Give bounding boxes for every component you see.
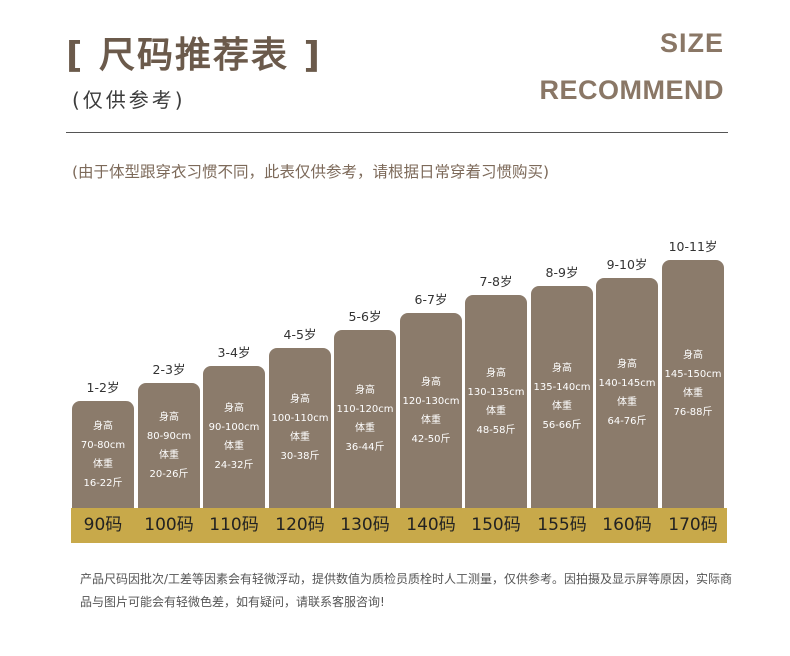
age-label: 3-4岁 xyxy=(217,345,251,360)
size-bar: 身高 135-140cm 体重 56-66斤 xyxy=(531,286,593,508)
bar-height-label: 身高 xyxy=(159,411,179,423)
age-label: 4-5岁 xyxy=(283,327,317,342)
age-label: 10-11岁 xyxy=(668,239,718,254)
bar-weight-label: 体重 xyxy=(159,449,179,461)
bar-weight-label: 体重 xyxy=(355,423,375,434)
page-title-en-recommend: RECOMMEND xyxy=(539,75,724,105)
page-subtitle-cn: (仅供参考) xyxy=(72,88,186,112)
bar-weight-label: 体重 xyxy=(617,397,637,408)
size-label: 150码 xyxy=(471,515,521,535)
age-label: 1-2岁 xyxy=(86,380,120,395)
age-label: 5-6岁 xyxy=(348,309,382,324)
bar-weight-label: 体重 xyxy=(224,441,244,452)
bar-height-value: 135-140cm xyxy=(533,382,591,393)
bar-height-value: 145-150cm xyxy=(664,369,722,380)
bar-height-value: 120-130cm xyxy=(402,395,460,407)
bar-weight-label: 体重 xyxy=(683,388,703,399)
top-note: (由于体型跟穿衣习惯不同，此表仅供参考，请根据日常穿着习惯购买) xyxy=(72,163,550,181)
bar-height-label: 身高 xyxy=(683,350,703,361)
size-bar: 身高 130-135cm 体重 48-58斤 xyxy=(465,295,527,508)
size-label: 100码 xyxy=(144,515,194,535)
page-title-en-size: SIZE xyxy=(659,28,724,58)
size-bar: 身高 100-110cm 体重 30-38斤 xyxy=(269,348,331,508)
header-divider xyxy=(66,132,728,133)
size-label: 110码 xyxy=(209,515,259,535)
size-bar: 身高 70-80cm 体重 16-22斤 xyxy=(72,401,134,508)
age-label: 9-10岁 xyxy=(606,257,648,272)
bar-height-value: 90-100cm xyxy=(208,422,260,433)
size-label: 140码 xyxy=(406,515,456,535)
bar-height-label: 身高 xyxy=(224,403,244,414)
age-label: 2-3岁 xyxy=(152,362,186,377)
bar-height-label: 身高 xyxy=(290,394,310,405)
bar-height-label: 身高 xyxy=(421,376,441,388)
bar-weight-value: 76-88斤 xyxy=(673,407,713,418)
bar-height-value: 130-135cm xyxy=(467,386,525,398)
bar-height-label: 身高 xyxy=(355,385,375,396)
bar-height-label: 身高 xyxy=(552,363,572,374)
size-label: 120码 xyxy=(275,515,325,535)
bar-height-value: 80-90cm xyxy=(146,430,192,442)
bar-weight-value: 56-66斤 xyxy=(542,420,582,431)
age-label: 7-8岁 xyxy=(479,274,513,289)
bottom-note: 产品尺码因批次/工差等因素会有轻微浮动，提供数值为质检员质栓时人工测量，仅供参考… xyxy=(80,572,733,609)
size-label: 130码 xyxy=(340,515,390,535)
bar-weight-value: 36-44斤 xyxy=(345,442,385,453)
size-bar: 身高 110-120cm 体重 36-44斤 xyxy=(334,330,396,508)
bar-weight-value: 20-26斤 xyxy=(149,468,189,480)
size-bar: 身高 80-90cm 体重 20-26斤 xyxy=(138,383,200,508)
size-label: 155码 xyxy=(537,515,587,535)
size-label: 160码 xyxy=(602,515,652,535)
bar-weight-label: 体重 xyxy=(290,432,310,443)
page-title-cn: [ 尺码推荐表 ] xyxy=(66,35,322,76)
bar-height-label: 身高 xyxy=(93,420,113,432)
bar-height-value: 140-145cm xyxy=(598,378,656,389)
bar-weight-value: 30-38斤 xyxy=(280,451,320,462)
bar-weight-value: 42-50斤 xyxy=(411,433,451,445)
bar-height-label: 身高 xyxy=(486,367,506,379)
bar-weight-value: 24-32斤 xyxy=(214,460,254,471)
size-bar: 身高 140-145cm 体重 64-76斤 xyxy=(596,278,658,508)
size-label: 90码 xyxy=(83,515,123,535)
bar-weight-value: 64-76斤 xyxy=(607,416,647,427)
size-label: 170码 xyxy=(668,515,718,535)
age-label: 8-9岁 xyxy=(545,265,579,280)
bar-height-value: 70-80cm xyxy=(80,439,126,451)
size-bar: 身高 145-150cm 体重 76-88斤 xyxy=(662,260,724,508)
size-bar: 身高 120-130cm 体重 42-50斤 xyxy=(400,313,462,508)
bar-weight-value: 16-22斤 xyxy=(83,477,123,489)
bar-height-value: 100-110cm xyxy=(271,413,329,424)
bar-weight-label: 体重 xyxy=(486,405,506,417)
bar-height-value: 110-120cm xyxy=(336,404,394,415)
age-label: 6-7岁 xyxy=(414,292,448,307)
bar-weight-label: 体重 xyxy=(552,401,572,412)
size-bar: 身高 90-100cm 体重 24-32斤 xyxy=(203,366,265,508)
size-strip xyxy=(71,508,727,543)
bar-weight-label: 体重 xyxy=(93,458,113,470)
bar-weight-label: 体重 xyxy=(421,414,441,426)
bar-weight-value: 48-58斤 xyxy=(476,424,516,436)
bar-height-label: 身高 xyxy=(617,359,637,370)
